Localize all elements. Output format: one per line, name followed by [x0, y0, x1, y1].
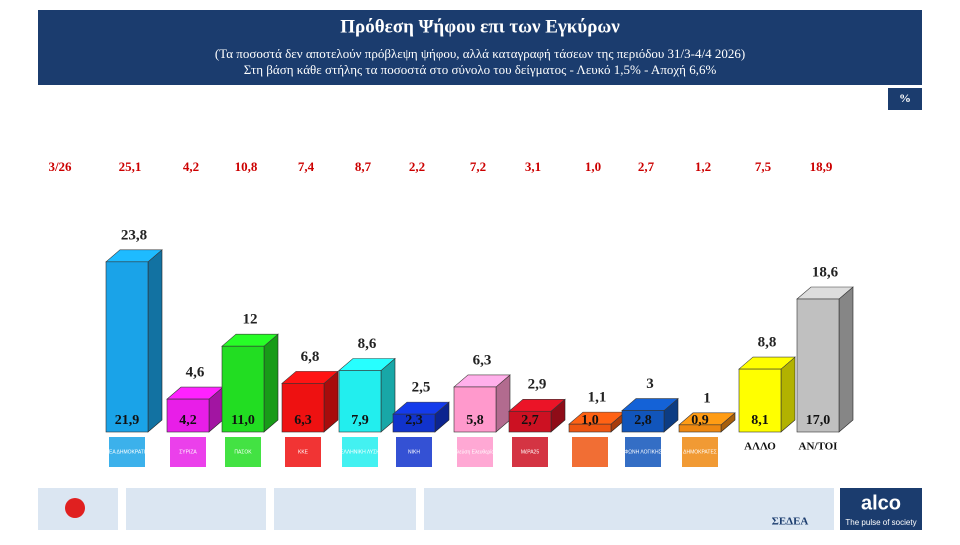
value-label: 1,1 — [588, 390, 607, 406]
bar — [221, 345, 265, 433]
x-tick-label: ΑΝ/ΤΟΙ — [799, 441, 838, 453]
x-tick-label: ΠΑΣΟΚ — [234, 449, 252, 455]
unit-label: % — [899, 91, 911, 105]
chart-title: Πρόθεση Ψήφου επι των Εγκύρων — [340, 16, 620, 37]
value-label: 4,6 — [186, 365, 205, 381]
party-logo — [170, 437, 206, 467]
inner-label: 0,9 — [691, 413, 709, 428]
party-logo — [457, 437, 493, 467]
footer-logo — [65, 498, 85, 518]
footer-slogan: The pulse of society — [845, 518, 916, 527]
footer-strip — [424, 488, 834, 530]
subtitle: Στη βάση κάθε στήλης τα ποσοστά στο σύνο… — [244, 62, 717, 77]
inner-label: 8,1 — [751, 413, 769, 428]
inner-label: 4,2 — [179, 413, 197, 428]
footer-strip — [274, 488, 416, 530]
x-tick-label: ΣΥΡΙΖΑ — [179, 449, 197, 455]
previous-value: 4,2 — [183, 159, 199, 174]
x-tick-label: ΚΚΕ — [298, 449, 309, 455]
value-label: 3 — [646, 376, 654, 392]
bar — [508, 410, 552, 433]
previous-value: 7,5 — [755, 159, 772, 174]
value-label: 1 — [703, 390, 711, 406]
bar — [738, 368, 782, 433]
value-label: 12 — [243, 312, 258, 328]
inner-label: 6,3 — [294, 413, 312, 428]
party-logo — [342, 437, 378, 467]
bar-side — [263, 333, 279, 433]
bar — [281, 383, 325, 433]
value-label: 2,9 — [528, 377, 547, 393]
previous-value: 18,9 — [810, 159, 833, 174]
party-logo — [225, 437, 261, 467]
footer-brand: ΣΕΔΕΑ — [772, 516, 809, 528]
previous-value: 10,8 — [235, 159, 258, 174]
bar — [621, 410, 665, 433]
x-tick-label: ΔΗΜΟΚΡΑΤΕΣ — [683, 449, 717, 455]
footer-logo-box — [840, 488, 922, 530]
value-label: 6,3 — [473, 352, 492, 368]
party-logo — [572, 437, 608, 467]
previous-value: 7,4 — [298, 159, 315, 174]
bar-side — [147, 249, 163, 433]
inner-label: 7,9 — [351, 413, 369, 428]
bar — [105, 261, 149, 433]
previous-value: 7,2 — [470, 159, 486, 174]
footer-company: alco — [861, 492, 901, 514]
party-logo — [109, 437, 145, 467]
previous-value: 2,2 — [409, 159, 425, 174]
inner-label: 1,0 — [581, 413, 599, 428]
bar — [678, 424, 722, 433]
previous-value: 1,0 — [585, 159, 601, 174]
bar — [796, 298, 840, 433]
party-logo — [285, 437, 321, 467]
inner-label: 11,0 — [231, 413, 255, 428]
value-label: 2,5 — [412, 380, 431, 396]
header-box — [38, 10, 922, 85]
value-label: 8,8 — [758, 335, 777, 351]
bar-side — [780, 356, 796, 433]
bar — [568, 423, 612, 433]
value-label: 8,6 — [358, 336, 377, 352]
unit-box — [888, 88, 922, 110]
party-logo — [396, 437, 432, 467]
inner-label: 17,0 — [806, 413, 831, 428]
x-tick-label: Πλεύση Ελευθερίας — [453, 448, 497, 455]
x-tick-label: ΝΕΑ ΔΗΜΟΚΡΑΤΙΑ — [105, 449, 149, 455]
inner-label: 5,8 — [466, 413, 484, 428]
previous-value: 25,1 — [119, 159, 142, 174]
bar-side — [838, 286, 854, 433]
previous-label: 3/26 — [48, 159, 72, 174]
bar — [453, 386, 497, 433]
value-label: 23,8 — [121, 227, 147, 243]
previous-value: 1,2 — [695, 159, 711, 174]
bar — [166, 398, 210, 433]
x-tick-label: ΕΛΛΗΝΙΚΗ ΛΥΣΗ — [340, 449, 380, 455]
bar — [338, 370, 382, 433]
inner-label: 2,7 — [521, 413, 539, 428]
inner-label: 21,9 — [115, 413, 140, 428]
party-logo — [512, 437, 548, 467]
previous-value: 2,7 — [638, 159, 655, 174]
subtitle: (Τα ποσοστά δεν αποτελούν πρόβλεψη ψήφου… — [215, 46, 745, 61]
party-logo — [625, 437, 661, 467]
inner-label: 2,3 — [405, 413, 423, 428]
x-tick-label: ΑΛΛΟ — [744, 441, 776, 453]
x-tick-label: ΜέΡΑ25 — [521, 448, 539, 455]
previous-value: 3,1 — [525, 159, 541, 174]
x-tick-label: ΦΩΝΗ ΛΟΓΙΚΗΣ — [624, 449, 661, 455]
footer-strip — [126, 488, 266, 530]
previous-value: 8,7 — [355, 159, 372, 174]
value-label: 6,8 — [301, 349, 320, 365]
x-tick-label: ΝΙΚΗ — [408, 449, 420, 455]
party-logo — [682, 437, 718, 467]
inner-label: 2,8 — [634, 413, 652, 428]
value-label: 18,6 — [812, 264, 839, 280]
bar — [392, 413, 436, 433]
